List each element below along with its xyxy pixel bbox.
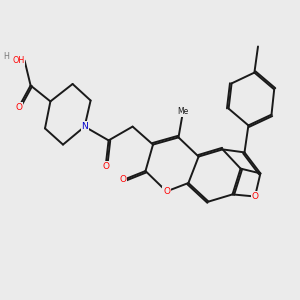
Text: N: N: [81, 122, 88, 131]
Text: O: O: [163, 187, 170, 196]
Text: O: O: [15, 103, 22, 112]
Text: O: O: [251, 192, 259, 201]
Text: O: O: [119, 176, 127, 184]
Text: OH: OH: [12, 56, 25, 65]
Text: H: H: [4, 52, 10, 61]
Text: O: O: [102, 162, 109, 171]
Text: Me: Me: [177, 107, 189, 116]
